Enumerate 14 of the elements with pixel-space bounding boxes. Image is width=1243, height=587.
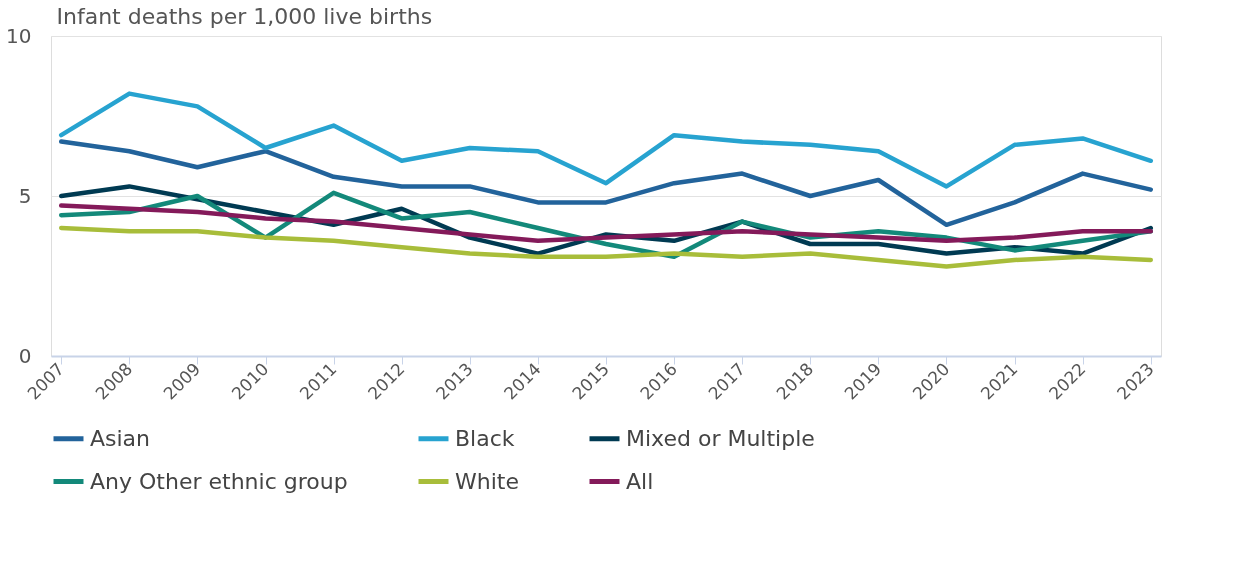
y-tick-label: 0: [18, 343, 32, 368]
y-tick-label: 10: [6, 23, 32, 48]
y-tick-label: 5: [18, 183, 32, 208]
legend-label: Mixed or Multiple: [626, 425, 815, 451]
line-series: [58, 225, 1154, 269]
legend-label: All: [626, 468, 654, 494]
legend-label: Black: [455, 425, 515, 451]
legend-label: White: [455, 468, 519, 494]
y-axis-title: Infant deaths per 1,000 live births: [56, 3, 433, 29]
legend-label: Asian: [90, 425, 151, 451]
line-series: [58, 203, 1154, 244]
line-series: [58, 139, 1154, 228]
line-series: [58, 91, 1154, 189]
legend-label: Any Other ethnic group: [90, 468, 348, 494]
